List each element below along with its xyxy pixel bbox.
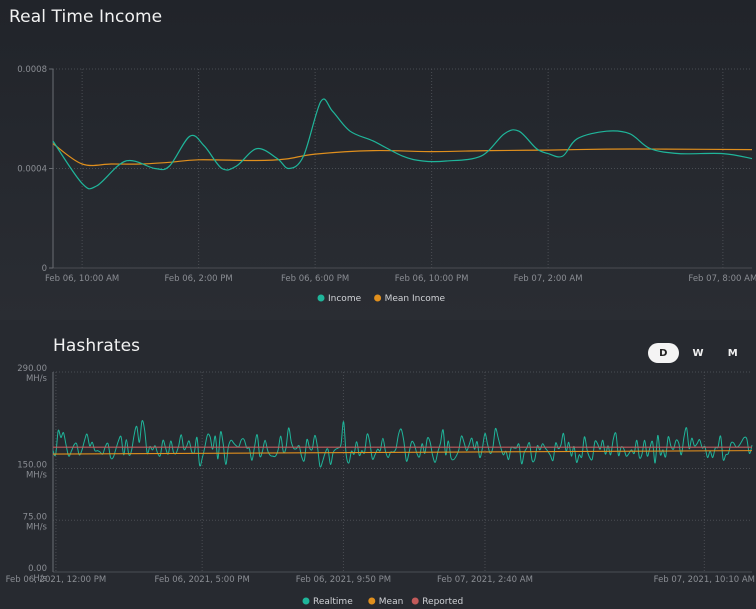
hash-x-tick-label: Feb 06, 2021, 5:00 PM — [155, 575, 250, 585]
income-legend-marker — [374, 294, 382, 302]
range-week-button[interactable]: W — [692, 347, 704, 359]
income-legend-label: Income — [328, 294, 362, 304]
hash-legend-label: Realtime — [313, 597, 353, 607]
hash-series-mean — [52, 450, 753, 455]
income-x-tick-label: Feb 07, 2:00 AM — [514, 274, 583, 284]
income-x-tick-label: Feb 07, 8:00 AM — [688, 274, 756, 284]
hash-legend-label: Reported — [422, 597, 463, 607]
hash-y-tick-unit: MH/s — [26, 374, 48, 384]
hash-series-realtime — [52, 420, 753, 468]
income-x-tick-label: Feb 06, 10:00 PM — [395, 274, 469, 284]
hash-legend-marker — [411, 597, 419, 605]
hash-x-tick-label: Feb 07, 2021, 10:10 AM — [654, 575, 755, 585]
hash-legend-marker — [302, 597, 310, 605]
income-legend-label: Mean Income — [385, 294, 446, 304]
income-panel-background — [0, 0, 756, 320]
hash-y-tick-value: 150.00 — [17, 461, 47, 471]
income-x-tick-label: Feb 06, 10:00 AM — [45, 274, 119, 284]
income-section-title: Real Time Income — [9, 7, 163, 27]
hash-x-tick-label: Feb 06, 2021, 9:50 PM — [296, 575, 391, 585]
range-toggle: D W M — [648, 342, 752, 364]
income-chart: 0 0.0004 0.0008 Feb 06, 10:00 AM Feb 06, 2:0… — [17, 65, 756, 304]
hash-legend-label: Mean — [379, 597, 404, 607]
hash-x-tick-label: Feb 07, 2021, 2:40 AM — [437, 575, 533, 585]
hash-y-tick-value: 0.00 — [28, 564, 47, 574]
income-y-tick-label: 0.0004 — [17, 165, 47, 175]
income-y-tick-label: 0.0008 — [17, 65, 47, 75]
income-x-tick-label: Feb 06, 2:00 PM — [165, 274, 233, 284]
income-series-income — [52, 98, 753, 190]
hash-legend-marker — [368, 597, 376, 605]
income-x-tick-label: Feb 06, 6:00 PM — [281, 274, 349, 284]
hash-y-tick-value: 290.00 — [17, 364, 47, 374]
hash-x-tick-label: Feb 06, 2021, 12:00 PM — [6, 575, 107, 585]
range-month-button[interactable]: M — [727, 347, 738, 359]
hash-y-tick-unit: MH/s — [26, 471, 48, 481]
income-legend-marker — [317, 294, 325, 302]
income-y-tick-label: 0 — [42, 264, 47, 274]
hash-y-tick-value: 75.00 — [23, 512, 47, 522]
hash-y-tick-unit: MH/s — [26, 522, 48, 532]
range-day-button[interactable]: D — [648, 343, 679, 363]
income-series-mean-income — [52, 143, 753, 167]
hash-y-tick-unit: H/s — [33, 574, 47, 584]
hashrate-section-title: Hashrates — [53, 336, 141, 356]
